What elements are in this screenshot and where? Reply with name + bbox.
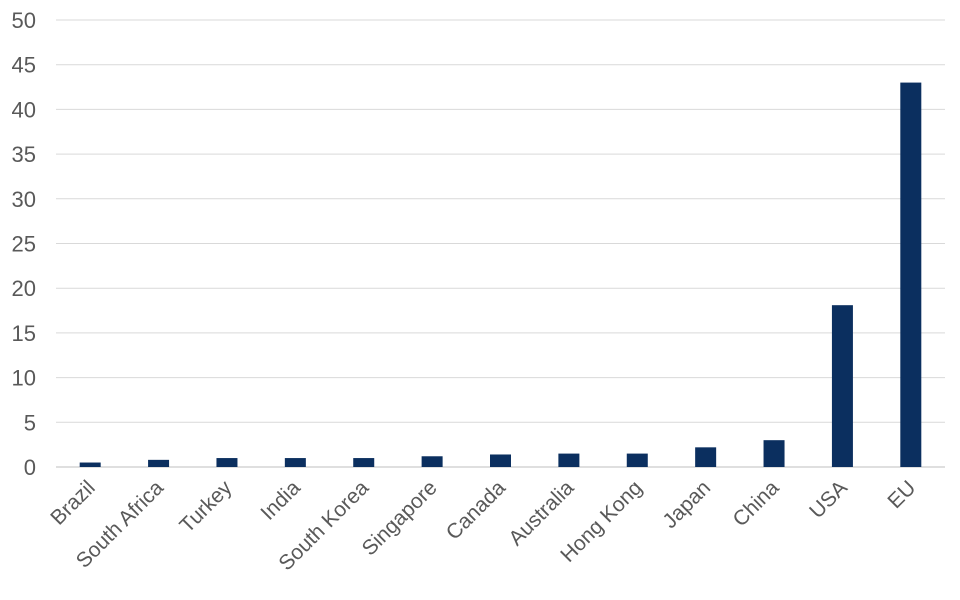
x-category-label: China <box>729 476 784 531</box>
bars <box>79 82 922 467</box>
x-category-label: India <box>256 476 305 525</box>
y-axis-tick-labels: 0 5 10 15 20 25 30 35 40 45 50 <box>12 8 36 480</box>
y-tick-label: 0 <box>24 455 36 480</box>
y-tick-label: 30 <box>12 187 36 212</box>
y-tick-label: 15 <box>12 321 36 346</box>
bar-hong-kong <box>626 453 648 467</box>
bar-australia <box>558 453 580 467</box>
x-category-label: USA <box>805 476 852 523</box>
bar-south-korea <box>353 458 375 467</box>
y-tick-label: 50 <box>12 8 36 33</box>
x-category-label: Singapore <box>358 476 442 560</box>
bar-china <box>763 440 785 467</box>
bar-usa <box>831 305 853 467</box>
y-tick-label: 40 <box>12 97 36 122</box>
bar-turkey <box>216 458 238 467</box>
bar-india <box>284 458 306 467</box>
y-tick-label: 10 <box>12 366 36 391</box>
gridlines <box>56 19 945 468</box>
y-tick-label: 35 <box>12 142 36 167</box>
bar-brazil <box>79 462 101 467</box>
bar-japan <box>695 447 717 467</box>
bar-singapore <box>421 456 443 467</box>
y-tick-label: 45 <box>12 53 36 78</box>
x-category-label: Canada <box>442 476 511 545</box>
bar-canada <box>490 454 511 467</box>
x-category-label: Japan <box>658 476 715 533</box>
y-tick-label: 20 <box>12 276 36 301</box>
x-category-label: Brazil <box>46 476 99 529</box>
bar-south-africa <box>148 459 170 467</box>
y-tick-label: 25 <box>12 232 36 257</box>
x-category-label: EU <box>883 476 920 513</box>
bar-eu <box>900 82 922 467</box>
x-category-label: Turkey <box>175 476 236 537</box>
y-tick-label: 5 <box>24 410 36 435</box>
